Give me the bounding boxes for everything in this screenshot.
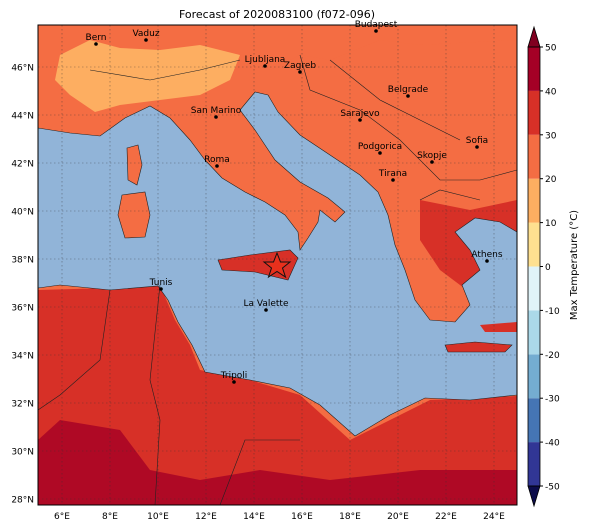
lon-label: 22°E (435, 512, 457, 522)
city-dot (159, 287, 163, 291)
lon-label: 14°E (243, 512, 265, 522)
city-label: Zagreb (284, 61, 316, 71)
lon-label: 16°E (291, 512, 313, 522)
colorbar-band (528, 442, 540, 486)
borders (38, 54, 517, 505)
lon-label: 6°E (54, 512, 70, 522)
city-dot (391, 178, 395, 182)
colorbar-band (528, 266, 540, 311)
star-marker (262, 251, 292, 279)
city-label: Vaduz (132, 29, 159, 39)
colorbar-band (528, 47, 540, 91)
sardinia (117, 191, 151, 239)
lat-label: 38°N (11, 256, 34, 266)
colorbar-band (528, 90, 540, 135)
city-dot (298, 70, 302, 74)
lat-label: 28°N (11, 496, 34, 506)
colorbar-band (528, 310, 540, 355)
city-dot (485, 259, 489, 263)
city-dot (475, 145, 479, 149)
lon-label: 8°E (102, 512, 118, 522)
city-label: Podgorica (358, 142, 402, 152)
city-dot (232, 380, 236, 384)
city-dot (144, 38, 148, 42)
lon-label: 18°E (339, 512, 361, 522)
colorbar-tick-label: -50 (545, 483, 560, 493)
lat-label: 46°N (11, 64, 34, 74)
colorbar-tick-label: 10 (545, 219, 557, 229)
city-label: Bern (86, 33, 107, 43)
city-label: Roma (204, 155, 230, 165)
colorbar-label: Max Temperature (°C) (569, 210, 580, 320)
city-label: Tripoli (220, 371, 248, 381)
corsica (126, 144, 143, 186)
city-dot (263, 64, 267, 68)
map-title: Forecast of 2020083100 (f072-096) (179, 8, 375, 21)
city-label: La Valette (244, 299, 289, 309)
colorbar-tick-label: 20 (545, 175, 557, 185)
city-dot (374, 29, 378, 33)
hottest-region (38, 420, 517, 505)
lon-label: 10°E (147, 512, 169, 522)
lat-label: 44°N (11, 112, 34, 122)
city-label: Belgrade (388, 85, 429, 95)
lon-label: 12°E (195, 512, 217, 522)
lat-label: 40°N (11, 208, 34, 218)
lat-label: 34°N (11, 352, 34, 362)
colorbar-band (528, 134, 540, 179)
city-dot (94, 42, 98, 46)
lon-label: 24°E (483, 512, 505, 522)
city-label: Ljubljana (245, 55, 286, 65)
colorbar-extend (527, 25, 541, 48)
city-dot (378, 151, 382, 155)
city-dot (406, 94, 410, 98)
colorbar-extend (527, 485, 541, 508)
city-label: Sarajevo (340, 109, 380, 119)
city-label: San Marino (191, 106, 242, 116)
city-label: Tunis (149, 278, 173, 288)
city-dot (358, 118, 362, 122)
city-label: Skopje (417, 151, 447, 161)
colorbar-tick-label: 0 (545, 263, 551, 273)
colorbar-tick-label: 40 (545, 87, 557, 97)
lat-label: 30°N (11, 448, 34, 458)
colorbar-band (528, 398, 540, 443)
colorbar-tick-label: 30 (545, 131, 557, 141)
crete (444, 341, 513, 353)
colorbar-tick-label: -20 (545, 351, 560, 361)
colorbar-tick-label: 50 (545, 44, 557, 54)
city-label: Sofia (466, 136, 488, 146)
city-dot (215, 164, 219, 168)
city-dot (430, 160, 434, 164)
colorbar-band (528, 354, 540, 399)
graticule: 28°N 30°N 32°N 34°N 36°N 38°N 40°N 42°N 44°N 46°N… (11, 25, 517, 522)
city-dot (264, 308, 268, 312)
lat-label: 42°N (11, 160, 34, 170)
city-dot (214, 115, 218, 119)
colorbar: -50 -40 -30 -20 -10 0 10 20 30 40 50 (527, 25, 560, 508)
colorbar-tick-label: -40 (545, 439, 560, 449)
island (480, 322, 517, 332)
city-label: Tirana (378, 169, 407, 179)
map-frame (37, 24, 518, 506)
colorbar-tick-label: -30 (545, 395, 560, 405)
lat-label: 36°N (11, 304, 34, 314)
colorbar-band (528, 222, 540, 267)
lat-label: 32°N (11, 400, 34, 410)
colorbar-tick-label: -10 (545, 307, 560, 317)
lon-label: 20°E (387, 512, 409, 522)
colorbar-band (528, 178, 540, 223)
warm-region (55, 40, 240, 112)
city-label: Athens (471, 250, 502, 260)
